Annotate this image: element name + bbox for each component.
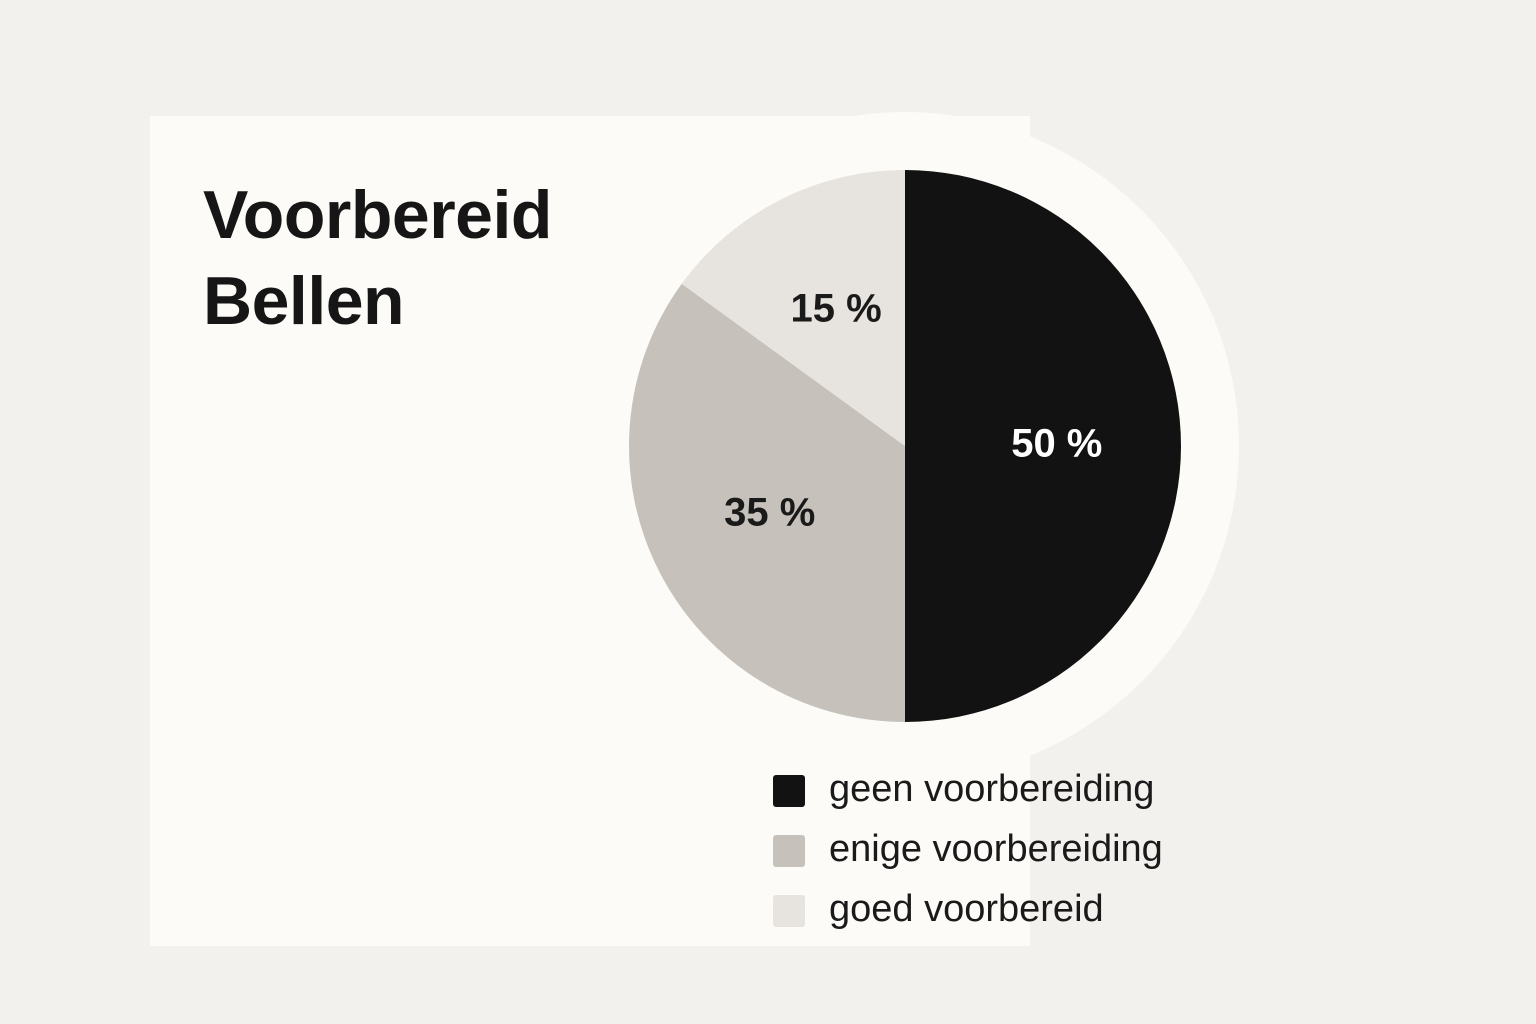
data-label: 15 % (790, 286, 881, 330)
chart-title: Voorbereid Bellen (203, 177, 552, 339)
legend: geen voorbereiding enige voorbereiding goe… (773, 768, 1163, 930)
legend-label: geen voorbereiding (829, 768, 1154, 810)
legend-swatch (773, 895, 805, 927)
legend-swatch (773, 775, 805, 807)
legend-label: enige voorbereiding (829, 828, 1163, 870)
pie: 50 % 35 % 15 % (628, 170, 1181, 722)
data-label: 50 % (1011, 422, 1102, 466)
pie-slice (681, 170, 905, 446)
data-label: 35 % (724, 490, 815, 534)
pie-slice (628, 283, 905, 722)
pie-slice (905, 170, 1181, 722)
legend-label: goed voorbereid (829, 888, 1104, 930)
legend-swatch (773, 835, 805, 867)
